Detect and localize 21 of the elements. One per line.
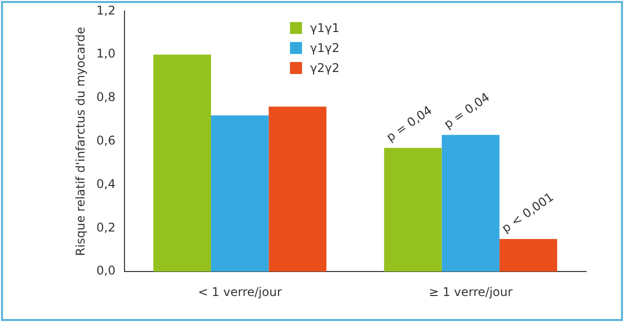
bar [384,148,442,272]
y-tick-label: 0,2 [96,220,116,234]
annotation: p = 0,04 [441,90,492,132]
y-tick-label: 0,4 [96,176,116,191]
y-tick-label: 1,0 [96,46,116,61]
legend-label: γ2γ2 [310,61,340,75]
bar [268,106,326,272]
bar [211,115,269,272]
y-axis-title: Risque relatif d'infarctus du myocarde [73,26,88,256]
x-tick-label: < 1 verre/jour [198,284,282,299]
y-tick-label: 0,6 [96,134,116,148]
bar [442,134,500,272]
x-tick-label: ≥ 1 verre/jour [428,284,513,299]
y-tick-label: 1,2 [96,3,116,18]
bar [499,239,558,272]
legend-label: γ1γ2 [310,41,340,55]
bar [153,54,212,272]
y-tick-label: 0,0 [96,264,116,278]
legend-label: γ1γ1 [310,21,340,35]
annotation: p = 0,04 [384,103,434,144]
y-tick-label: 0,8 [96,90,116,104]
